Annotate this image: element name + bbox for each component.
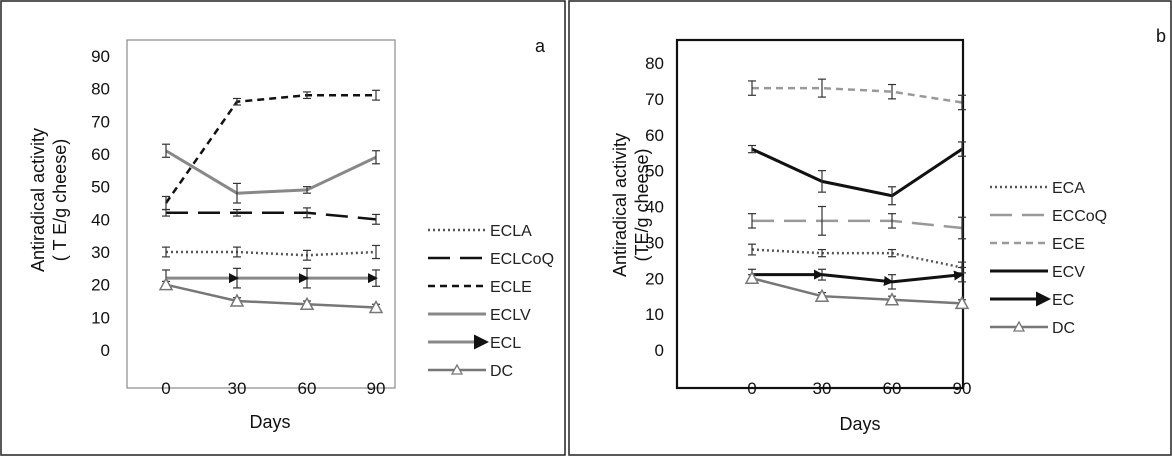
chart-b-series-dc-point <box>884 292 900 306</box>
chart-b-series-dc-point <box>814 288 830 302</box>
chart-b-frame <box>568 0 1172 456</box>
chart-a-series-dc-point <box>299 296 315 311</box>
chart-b-y-tick-label: 0 <box>655 341 664 360</box>
chart-b-series-dc-point <box>744 270 760 284</box>
chart-b-x-tick-label: 60 <box>883 379 902 398</box>
chart-a-y-tick-label: 50 <box>91 178 110 197</box>
chart-b-series-ece-line <box>752 86 963 104</box>
chart-a-y-tick-label: 60 <box>91 145 110 164</box>
chart-a-y-tick-label: 70 <box>91 112 110 131</box>
chart-a-series-dc-line <box>165 283 377 309</box>
chart-a-series-dc-point <box>368 299 384 314</box>
chart-b-x-tick-label: 30 <box>813 379 832 398</box>
chart-b-panel-letter: b <box>1156 26 1166 46</box>
chart-a-y-tick-label: 90 <box>91 47 110 66</box>
chart-a-legend-eclcoq-label: ECLCoQ <box>490 251 554 268</box>
chart-a-legend-ecl-label: ECL <box>490 335 521 352</box>
chart-a-legend-ecla-label: ECLA <box>490 223 532 240</box>
chart-a-legend-ecle-label: ECLE <box>490 279 532 296</box>
chart-a-panel-letter: a <box>535 36 546 56</box>
chart-b-x-tick-label: 0 <box>747 379 756 398</box>
chart-b-legend-eccoq-label: ECCoQ <box>1052 208 1107 225</box>
chart-a-y-axis-label: ( T E/g cheese) <box>50 139 70 261</box>
chart-a-series-ecle-line <box>164 93 376 204</box>
chart-b-y-tick-label: 10 <box>645 305 664 324</box>
chart-a-y-tick-label: 10 <box>91 308 110 327</box>
chart-b-series-dc-line <box>751 277 963 305</box>
chart-b-y-tick-label: 50 <box>645 162 664 181</box>
chart-b-svg: 0 10 20 30 40 50 60 70 80 0 30 60 90 Days Antiradical … <box>568 0 1172 456</box>
chart-b-series-ecv-line <box>751 147 963 198</box>
chart-b-series-dc-point <box>954 295 970 310</box>
chart-b-y-tick-label: 80 <box>645 54 664 73</box>
chart-b-series-ec-arrow-marker-seg <box>883 276 894 286</box>
chart-b-series-eca-line <box>751 248 963 269</box>
chart-b-y-tick-label: 70 <box>645 90 664 109</box>
chart-b-y-tick-label: 20 <box>645 269 664 288</box>
chart-a-plot-area <box>126 39 396 389</box>
chart-b-y-axis-label: (TE/g cheese) <box>632 148 652 261</box>
chart-a-y-tick-label: 20 <box>91 276 110 295</box>
chart-b-plot-area <box>675 38 965 390</box>
chart-a-series-dc-point <box>158 277 174 291</box>
chart-b-legend-dc-label: DC <box>1052 320 1075 337</box>
chart-b-y-tick-label: 30 <box>645 233 664 252</box>
chart-b-series-ec-line <box>752 273 963 284</box>
chart-a-x-tick-label: 60 <box>298 379 317 398</box>
chart-b-y-axis-label: Antiradical activity <box>610 133 630 277</box>
chart-b-series-ec-arrow-marker-seg <box>953 270 964 281</box>
chart-b-legend-ec-label: EC <box>1052 292 1074 309</box>
chart-a-x-tick-label: 0 <box>161 379 170 398</box>
chart-b-y-tick-label: 40 <box>645 198 664 217</box>
chart-a-legend-dc-swatch-marker <box>450 363 464 375</box>
chart-a-y-tick-label: 30 <box>91 243 110 262</box>
chart-a-x-axis-label: Days <box>249 412 290 432</box>
chart-a-y-axis-label: Antiradical activity <box>28 128 48 272</box>
chart-a-y-tick-label: 40 <box>91 210 110 229</box>
chart-a-y-tick-label: 80 <box>91 80 110 99</box>
chart-b-x-axis-label: Days <box>839 414 880 434</box>
chart-panel-a: 0 10 20 30 40 50 60 70 80 90 0 30 60 90 Days Antiradica… <box>0 0 566 456</box>
chart-b-series-eccoq-line <box>752 219 963 230</box>
chart-a-legend-dc-label: DC <box>490 363 513 380</box>
chart-b-legend-ece-label: ECE <box>1052 236 1085 253</box>
chart-a-series-ecla-line <box>166 250 377 257</box>
chart-b-y-tick-label: 60 <box>645 126 664 145</box>
chart-a-series-eclv-line <box>165 149 377 195</box>
chart-a-x-tick-label: 30 <box>228 379 247 398</box>
chart-a-svg: 0 10 20 30 40 50 60 70 80 90 0 30 60 90 Days Antiradica… <box>0 0 566 456</box>
chart-b-legend-eca-label: ECA <box>1052 180 1085 197</box>
chart-a-x-tick-label: 90 <box>367 379 386 398</box>
chart-a-series-dc-point <box>229 293 245 307</box>
chart-a-series-eclcoq-line <box>166 211 377 221</box>
chart-b-legend-ecv-label: ECV <box>1052 264 1085 281</box>
chart-a-frame <box>0 0 566 456</box>
chart-a-y-tick-label: 0 <box>101 341 110 360</box>
chart-a-legend-eclv-label: ECLV <box>490 307 531 324</box>
chart-panel-b: 0 10 20 30 40 50 60 70 80 0 30 60 90 Days Antiradical … <box>568 0 1172 456</box>
chart-b-legend-dc-swatch-marker <box>1012 320 1026 332</box>
chart-b-x-tick-label: 90 <box>953 379 972 398</box>
